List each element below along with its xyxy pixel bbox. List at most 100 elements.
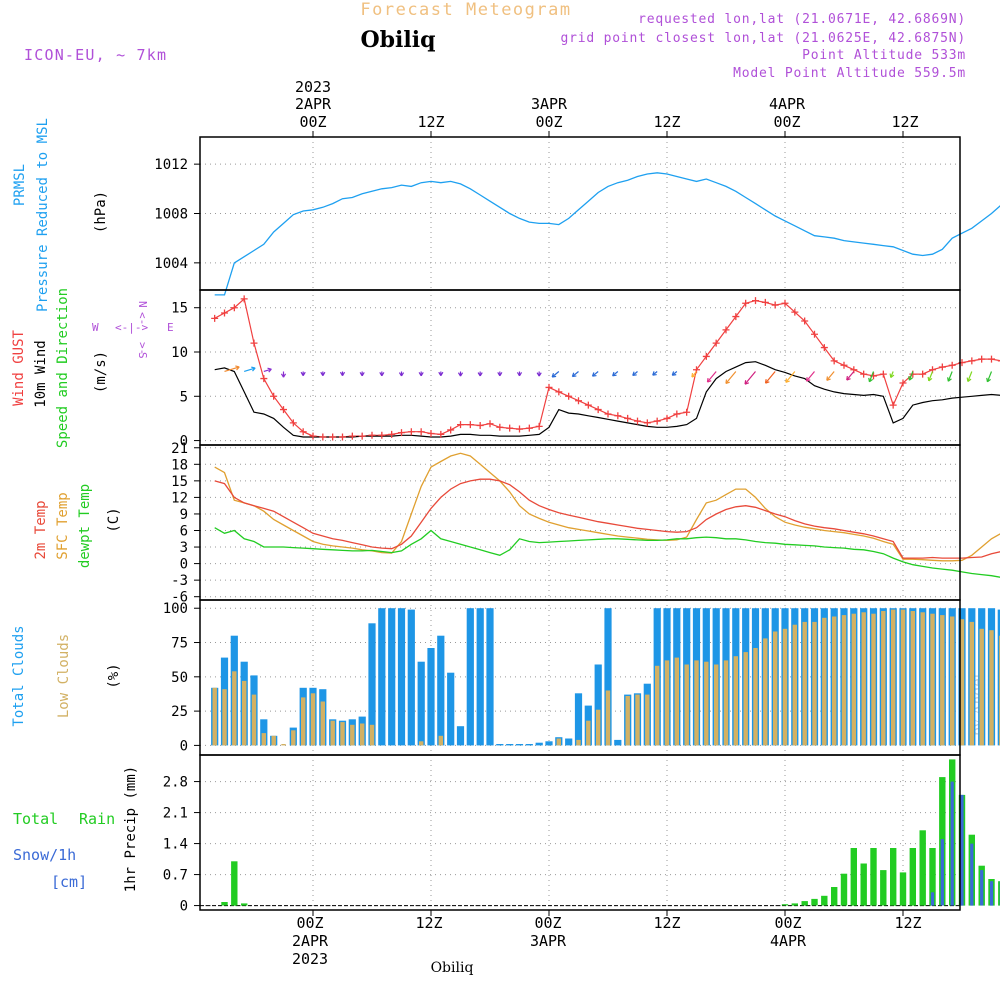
gust-marker (506, 424, 514, 432)
gust-marker (545, 383, 553, 391)
low-clouds-bar (645, 694, 650, 746)
total-clouds-bar (476, 608, 484, 746)
wind-direction-arrowhead (280, 373, 287, 378)
gust-marker (614, 412, 622, 420)
low-clouds-bar (773, 631, 778, 746)
y-tick-label: 1004 (154, 256, 188, 272)
low-clouds-bar (596, 709, 601, 746)
low-clouds-bar (723, 660, 729, 746)
wind-direction-arrow (572, 371, 579, 377)
gust-marker (683, 408, 691, 416)
low-clouds-bar (625, 696, 630, 746)
gust-marker (830, 357, 838, 365)
wind-direction-arrow (744, 371, 756, 385)
gust-marker (270, 392, 278, 400)
y-tick-label: 18 (171, 457, 188, 473)
precip-total-label: Total (13, 810, 58, 828)
total-clouds-bar (545, 741, 553, 746)
total-clouds-bar (525, 744, 533, 746)
wind-direction-arrowhead (966, 377, 972, 383)
wind-direction-arrow (947, 371, 953, 382)
temp-sfc-label: SFC Temp (55, 492, 71, 559)
rain-bar (998, 881, 1000, 906)
gust-marker (575, 397, 582, 405)
wind-direction-arrow (725, 371, 737, 384)
wind-direction-arrowhead (591, 372, 597, 377)
low-clouds-bar (950, 616, 955, 746)
gust-marker (653, 417, 661, 425)
low-clouds-bar (419, 741, 424, 746)
gust-marker (860, 370, 868, 378)
wind-direction-arrow (551, 371, 560, 378)
wind-direction-arrow (826, 371, 835, 381)
gust-marker (643, 419, 651, 427)
low-clouds-bar (576, 739, 581, 746)
top-tick-12z-1: 12Z (417, 113, 444, 131)
wind-compass: W <-|-> E N <- >- S (92, 301, 174, 359)
total-clouds-label: Total Clouds (11, 625, 27, 726)
rain-bar (781, 904, 789, 906)
gust-marker (732, 313, 740, 321)
gust-marker (309, 432, 317, 440)
precip-snow-unit: [cm] (51, 873, 87, 891)
temp-unit: (C) (106, 507, 122, 532)
low-clouds-bar (556, 738, 561, 746)
top-day-label-4apr: 4APR (769, 95, 806, 113)
total-clouds-bar (407, 609, 415, 746)
top-tick-00z-2: 00Z (535, 113, 562, 131)
gust-marker (211, 314, 219, 322)
gust-marker (889, 401, 897, 409)
wind-direction-arrowhead (235, 365, 240, 371)
low-clouds-bar (330, 720, 335, 746)
rain-bar (801, 901, 808, 906)
low-clouds-bar (969, 621, 974, 746)
low-clouds-bar (910, 611, 915, 746)
gust-marker (948, 361, 956, 369)
gust-marker (968, 357, 976, 365)
gust-marker (407, 428, 415, 436)
dewpt-temp-line (214, 527, 1000, 578)
wind-direction-arrow (592, 371, 599, 377)
y-tick-label: 15 (171, 301, 188, 317)
gust-marker (811, 330, 818, 338)
wind-direction-arrowhead (398, 372, 405, 377)
top-tick-12z-2: 12Z (653, 113, 680, 131)
compass-arrow-n: <- (136, 312, 149, 325)
low-clouds-bar (812, 621, 817, 746)
rain-bar (221, 902, 228, 906)
rain-bar (919, 830, 926, 906)
compass-south: S (136, 352, 149, 359)
gust-marker (516, 425, 523, 433)
wind-line (214, 361, 1000, 438)
gust-marker (673, 410, 681, 418)
model-point-altitude: Model Point Altitude 559.5m (733, 66, 966, 81)
top-tick-00z-3: 00Z (773, 113, 800, 131)
total-clouds-bar (496, 744, 504, 746)
y-tick-label: 1.4 (163, 837, 188, 853)
low-clouds-bar (350, 724, 355, 746)
wind-direction-arrowhead (785, 378, 790, 383)
wind-direction-arrow (691, 371, 697, 378)
y-tick-label: 75 (171, 636, 188, 652)
rain-bar (840, 873, 848, 906)
rain-bar (860, 863, 867, 906)
rain-bar (811, 898, 818, 906)
rain-bar (241, 903, 248, 906)
wind-direction-arrowhead (571, 372, 577, 378)
low-clouds-bar (989, 630, 994, 746)
snow-bar (960, 794, 964, 906)
low-clouds-bar (301, 697, 306, 746)
total-clouds-bar (565, 738, 573, 746)
gust-marker (280, 406, 287, 414)
low-clouds-bar (212, 687, 217, 746)
wind-direction-arrowhead (986, 377, 991, 383)
y-tick-label: 21 (171, 441, 188, 457)
total-clouds-bar (397, 608, 406, 746)
y-tick-label: 100 (163, 601, 188, 617)
pressure-label: Pressure Reduced to MSL (35, 118, 51, 312)
low-clouds-bar (822, 617, 827, 746)
panel-frame (199, 289, 961, 446)
wind-speed-dir-label: Speed and Direction (55, 288, 71, 448)
wind-direction-arrowhead (516, 372, 523, 377)
